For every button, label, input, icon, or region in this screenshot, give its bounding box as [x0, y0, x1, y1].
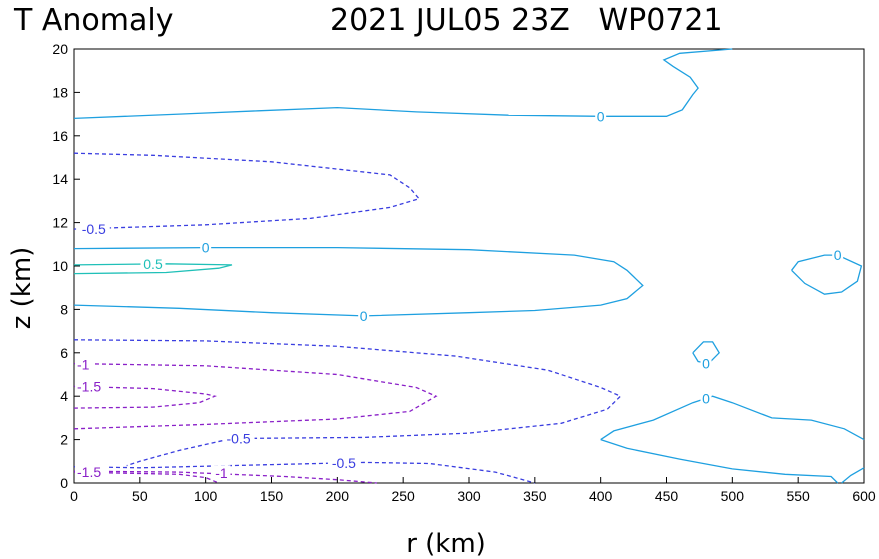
- y-tick-label: 18: [52, 84, 68, 100]
- contour-label-bg: [358, 307, 370, 323]
- contour-line-0-4: [600, 395, 865, 441]
- x-tick-label: 600: [852, 488, 876, 504]
- chart-title-left: T Anomaly: [13, 3, 173, 38]
- contour-line--1-11: [73, 362, 438, 430]
- x-tick-label: 400: [589, 488, 613, 504]
- contour-label-bg: [700, 390, 712, 406]
- contour-line-0-6: [841, 467, 865, 484]
- contour-label: -0.5: [82, 221, 106, 237]
- contour-label-bg: [75, 356, 93, 372]
- contour-label: -0.5: [227, 431, 251, 447]
- y-tick-label: 8: [60, 301, 68, 317]
- contour-line-0-1: [73, 246, 644, 317]
- contour-label-bg: [700, 355, 712, 371]
- x-tick-label: 550: [786, 488, 810, 504]
- contour-label: -1.5: [77, 378, 101, 394]
- contour-label-bg: [200, 239, 212, 255]
- contour-line--0.5-9: [73, 339, 622, 467]
- x-tick-label: 500: [721, 488, 745, 504]
- contour-label-bg: [832, 247, 844, 263]
- contour-label-bg: [75, 464, 107, 480]
- y-tick-label: 20: [52, 41, 68, 57]
- x-tick-label: 200: [326, 488, 350, 504]
- contour-line--1-13: [73, 470, 377, 484]
- contour-label: -1: [215, 465, 228, 481]
- chart-title-right: 2021 JUL05 23Z WP0721: [330, 3, 723, 38]
- y-tick-label: 14: [52, 171, 68, 187]
- contour-label-bg: [77, 221, 110, 237]
- contour-line-0-5: [600, 438, 839, 484]
- contour-line--0.5-10: [73, 461, 535, 484]
- y-tick-label: 4: [60, 388, 68, 404]
- contour-label: 0.5: [143, 256, 163, 272]
- contour-label: 0: [702, 356, 710, 372]
- contour-label: -1.5: [77, 464, 101, 480]
- x-tick-label: 0: [70, 488, 78, 504]
- contour-line-0-3: [692, 341, 721, 365]
- x-tick-label: 150: [260, 488, 284, 504]
- contour-label: 0: [597, 108, 605, 124]
- y-tick-label: 12: [52, 215, 68, 231]
- contour-line--1.5-14: [73, 471, 220, 484]
- contour-label: 0: [702, 390, 710, 406]
- y-axis-label: z (km): [7, 247, 37, 330]
- contour-line-0-2: [791, 254, 863, 295]
- x-tick-label: 350: [523, 488, 547, 504]
- contour-label: 0: [834, 247, 842, 263]
- contour-label: 0: [202, 240, 210, 256]
- contour-line--0.5-7: [73, 152, 421, 230]
- contour-label: -1: [77, 357, 90, 373]
- y-tick-label: 0: [60, 475, 68, 491]
- contour-label: -0.5: [332, 455, 356, 471]
- contour-label-bg: [327, 455, 360, 471]
- contour-label-bg: [595, 108, 607, 124]
- contour-label-bg: [75, 378, 107, 394]
- contour-label-bg: [140, 255, 166, 271]
- x-tick-label: 450: [655, 488, 679, 504]
- y-tick-label: 2: [60, 432, 68, 448]
- contour-label-bg: [212, 465, 231, 481]
- contour-label: 0: [360, 308, 368, 324]
- contour-label-bg: [222, 430, 255, 446]
- y-tick-label: 16: [52, 128, 68, 144]
- x-axis-label: r (km): [406, 529, 486, 559]
- x-tick-label: 50: [132, 488, 148, 504]
- x-tick-label: 250: [391, 488, 415, 504]
- y-tick-label: 6: [60, 345, 68, 361]
- x-tick-label: 100: [194, 488, 218, 504]
- contour-line-0-0: [73, 48, 733, 120]
- x-tick-label: 300: [457, 488, 481, 504]
- contour-line--1.5-12: [73, 385, 218, 409]
- y-tick-label: 10: [52, 258, 68, 274]
